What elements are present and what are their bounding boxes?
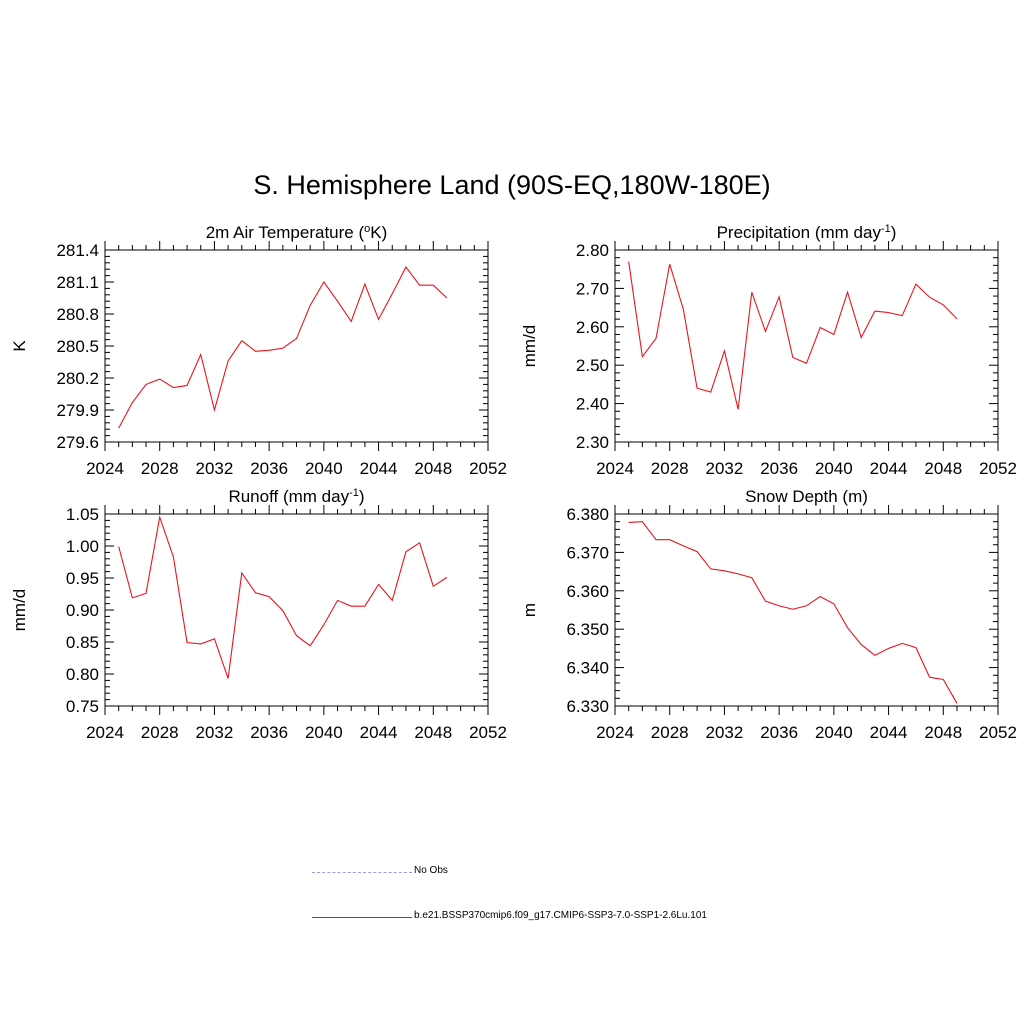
- y-axis-label: m: [520, 603, 539, 617]
- y-tick-label: 0.95: [66, 569, 99, 588]
- x-tick-label: 2040: [815, 723, 853, 742]
- x-tick-label: 2024: [86, 459, 124, 478]
- x-tick-label: 2052: [469, 723, 507, 742]
- plot-frame: [614, 513, 999, 707]
- x-tick-label: 2052: [469, 459, 507, 478]
- x-tick-label: 2028: [651, 723, 689, 742]
- y-tick-label: 281.4: [56, 241, 99, 260]
- x-tick-label: 2028: [141, 723, 179, 742]
- series-line: [118, 515, 448, 679]
- y-tick-label: 0.75: [66, 697, 99, 716]
- x-tick-label: 2044: [870, 723, 908, 742]
- legend-swatch-solid: [312, 917, 412, 918]
- y-tick-label: 0.85: [66, 633, 99, 652]
- x-tick-label: 2036: [250, 723, 288, 742]
- x-tick-label: 2048: [414, 723, 452, 742]
- plot-frame: [614, 249, 999, 443]
- y-tick-label: 280.5: [56, 337, 99, 356]
- y-tick-label: 6.340: [566, 659, 609, 678]
- y-tick-label: 1.00: [66, 537, 99, 556]
- y-tick-label: 2.80: [576, 241, 609, 260]
- x-tick-label: 2040: [305, 459, 343, 478]
- y-tick-label: 6.330: [566, 697, 609, 716]
- y-tick-label: 2.30: [576, 433, 609, 452]
- panel-air-temperature: 2m Air Temperature (oK) K 279.6 279.9 280.2 2…: [10, 223, 507, 478]
- panel-title: Runoff (mm day-1): [228, 487, 364, 506]
- y-axis-label: mm/d: [10, 589, 29, 632]
- plot-frame: [104, 513, 489, 707]
- y-tick-label: 2.60: [576, 318, 609, 337]
- y-tick-label: 281.1: [56, 273, 99, 292]
- x-tick-label: 2052: [979, 459, 1017, 478]
- panel-title: Snow Depth (m): [745, 487, 868, 506]
- x-tick-label: 2032: [706, 723, 744, 742]
- x-tick-label: 2044: [870, 459, 908, 478]
- x-tick-label: 2044: [360, 459, 398, 478]
- y-tick-label: 2.70: [576, 279, 609, 298]
- x-tick-label: 2024: [596, 459, 634, 478]
- x-tick-label: 2032: [196, 723, 234, 742]
- y-tick-label: 0.80: [66, 665, 99, 684]
- x-tick-label: 2032: [706, 459, 744, 478]
- y-tick-label: 280.2: [56, 369, 99, 388]
- legend-label: No Obs: [414, 865, 448, 876]
- x-tick-label: 2048: [924, 723, 962, 742]
- y-tick-label: 0.90: [66, 601, 99, 620]
- x-tick-label: 2036: [250, 459, 288, 478]
- y-tick-label: 6.360: [566, 582, 609, 601]
- y-axis-label: K: [10, 340, 29, 352]
- x-tick-label: 2036: [760, 459, 798, 478]
- panel-title: Precipitation (mm day-1): [717, 223, 897, 242]
- x-tick-label: 2028: [651, 459, 689, 478]
- x-tick-label: 2040: [815, 459, 853, 478]
- x-tick-label: 2048: [414, 459, 452, 478]
- legend-label: b.e21.BSSP370cmip6.f09_g17.CMIP6-SSP3-7.…: [414, 910, 707, 921]
- series-line: [628, 521, 958, 704]
- x-tick-label: 2024: [596, 723, 634, 742]
- y-tick-label: 6.350: [566, 620, 609, 639]
- y-tick-label: 280.8: [56, 305, 99, 324]
- panel-runoff: Runoff (mm day-1) mm/d 0.75 0.80 0.85 0.90 0.9…: [10, 487, 507, 742]
- panel-snow-depth: Snow Depth (m) m 6.330 6.340 6.350 6.360 6.370…: [520, 487, 1017, 742]
- series-line: [628, 261, 958, 410]
- legend-swatch-dashed: [312, 872, 412, 873]
- figure-title: S. Hemisphere Land (90S-EQ,180W-180E): [253, 170, 771, 200]
- x-tick-label: 2024: [86, 723, 124, 742]
- panel-title: 2m Air Temperature (oK): [206, 223, 388, 242]
- y-tick-label: 6.380: [566, 505, 609, 524]
- x-tick-label: 2044: [360, 723, 398, 742]
- panel-precipitation: Precipitation (mm day-1) mm/d 2.30 2.40 2.50…: [520, 223, 1017, 478]
- x-tick-label: 2052: [979, 723, 1017, 742]
- x-tick-label: 2048: [924, 459, 962, 478]
- series-line: [118, 266, 448, 429]
- y-tick-label: 279.9: [56, 401, 99, 420]
- y-tick-label: 6.370: [566, 543, 609, 562]
- y-axis-label: mm/d: [520, 325, 539, 368]
- x-tick-label: 2040: [305, 723, 343, 742]
- y-tick-label: 2.40: [576, 395, 609, 414]
- y-tick-label: 279.6: [56, 433, 99, 452]
- x-tick-label: 2032: [196, 459, 234, 478]
- y-tick-label: 1.05: [66, 505, 99, 524]
- x-tick-label: 2028: [141, 459, 179, 478]
- plot-frame: [104, 249, 489, 443]
- x-tick-label: 2036: [760, 723, 798, 742]
- y-tick-label: 2.50: [576, 356, 609, 375]
